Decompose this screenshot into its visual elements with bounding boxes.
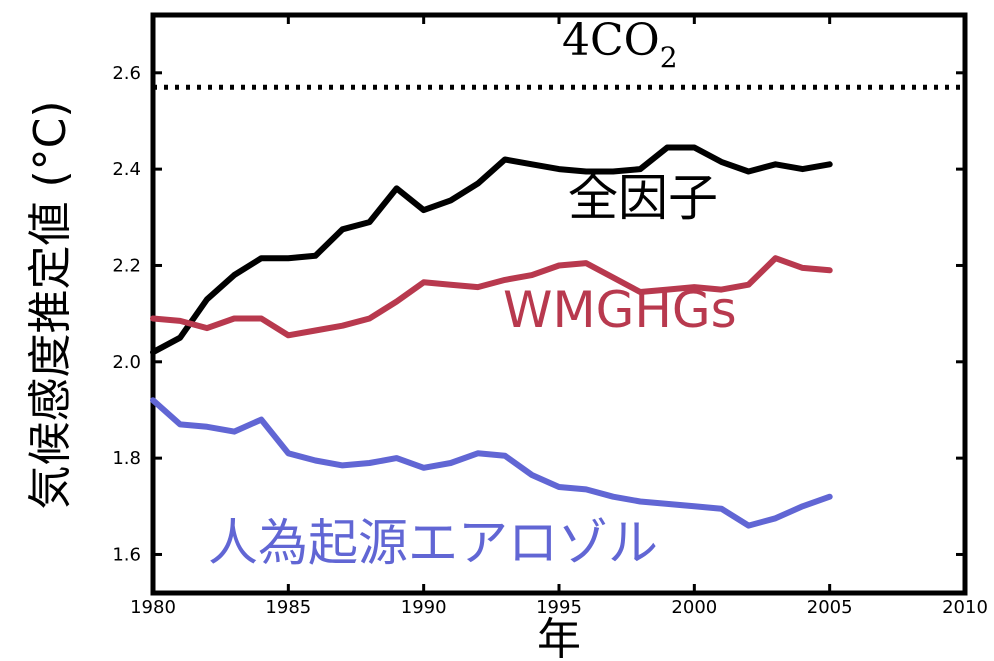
series-line-wmghgs [150,255,833,339]
x-axis-label: 年 [537,614,581,661]
series-line-aerosol [150,397,833,529]
series-label-wmghgs: WMGHGs [503,281,737,339]
series-line-all-factors [150,144,833,356]
x-tick-label: 1990 [401,597,447,618]
y-tick-label: 2.6 [112,63,141,84]
reference-line-label: 4CO2 [562,15,678,74]
y-tick-label: 2.2 [112,255,141,276]
y-tick-label: 1.8 [112,448,141,469]
x-tick-label: 1995 [536,597,582,618]
x-tick-label: 1985 [265,597,311,618]
x-tick-label: 2010 [942,597,988,618]
x-tick-label: 1980 [130,597,176,618]
series-label-all-factors: 全因子 [568,169,718,227]
y-axis-label: 気候感度推定値 (°C) [25,100,76,509]
y-tick-label: 1.6 [112,544,141,565]
ticks: 1980 1985 1990 1995 2000 2005 2010 1.6 1.8 2.0 2.2… [112,15,988,618]
y-tick-label: 2.4 [112,159,141,180]
x-tick-label: 2005 [807,597,853,618]
series-label-aerosol: 人為起源エアロゾル [208,514,658,572]
y-tick-label: 2.0 [112,352,141,373]
series-layer [150,144,833,529]
x-tick-label: 2000 [671,597,717,618]
